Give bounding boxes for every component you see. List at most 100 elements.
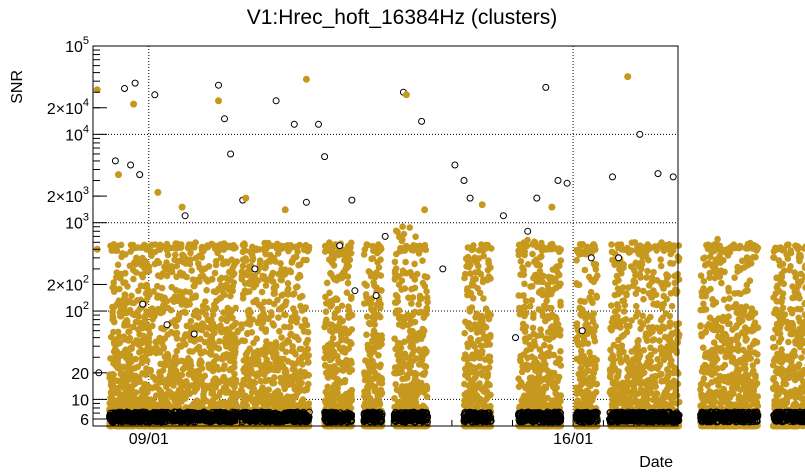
band-point bbox=[161, 263, 168, 271]
band-point bbox=[135, 287, 142, 295]
band-point bbox=[109, 284, 116, 292]
plateau-point bbox=[241, 241, 248, 249]
band-point bbox=[146, 330, 154, 338]
band-point bbox=[241, 400, 249, 407]
plateau-point bbox=[266, 242, 274, 249]
band-point bbox=[131, 259, 138, 266]
band-point bbox=[144, 369, 151, 377]
band-point bbox=[325, 368, 333, 375]
band-point bbox=[183, 379, 190, 386]
band-point bbox=[282, 311, 289, 319]
band-point bbox=[132, 355, 139, 363]
band-point bbox=[322, 308, 330, 316]
band-point bbox=[282, 366, 289, 374]
band-point bbox=[202, 276, 210, 283]
band-point bbox=[110, 348, 118, 355]
band-point bbox=[171, 293, 179, 300]
band-point bbox=[154, 294, 161, 301]
band-point bbox=[411, 318, 419, 326]
band-point bbox=[146, 291, 153, 299]
band-point bbox=[399, 267, 407, 275]
band-point bbox=[280, 302, 287, 310]
band-point bbox=[197, 335, 204, 343]
band-point bbox=[271, 349, 278, 357]
band-point bbox=[114, 357, 121, 364]
band-point bbox=[177, 269, 184, 276]
band-point bbox=[367, 296, 374, 304]
band-point bbox=[177, 293, 185, 300]
band-point bbox=[218, 399, 225, 407]
band-point bbox=[182, 288, 189, 295]
band-point bbox=[271, 374, 278, 381]
band-point bbox=[327, 339, 335, 347]
band-point bbox=[378, 340, 385, 348]
band-point bbox=[223, 258, 230, 266]
band-point bbox=[220, 354, 227, 362]
band-point bbox=[263, 349, 270, 356]
band-point bbox=[201, 323, 209, 331]
band-point bbox=[305, 380, 312, 388]
band-point bbox=[127, 387, 134, 394]
band-point bbox=[199, 302, 207, 310]
band-point bbox=[211, 269, 219, 277]
band-point bbox=[218, 328, 225, 336]
band-point bbox=[180, 308, 188, 316]
band-point bbox=[371, 383, 379, 391]
band-point bbox=[422, 307, 430, 314]
band-point bbox=[287, 330, 295, 338]
band-point bbox=[155, 259, 163, 267]
band-point bbox=[406, 224, 414, 231]
band-point bbox=[345, 345, 353, 352]
band-point bbox=[265, 315, 272, 323]
band-point bbox=[128, 292, 135, 300]
band-point bbox=[369, 254, 377, 262]
band-point bbox=[130, 323, 137, 331]
band-point bbox=[347, 357, 355, 365]
band-point bbox=[148, 252, 155, 259]
band-point bbox=[372, 337, 380, 344]
band-point bbox=[267, 251, 274, 259]
band-point bbox=[187, 317, 195, 325]
band-point bbox=[272, 339, 280, 346]
band-point bbox=[121, 322, 128, 329]
band-point bbox=[252, 402, 259, 410]
plateau-point bbox=[167, 244, 174, 252]
band-point bbox=[218, 315, 225, 323]
band-point bbox=[326, 289, 333, 297]
band-point bbox=[138, 359, 146, 367]
band-point bbox=[366, 364, 373, 371]
band-point bbox=[327, 348, 335, 356]
band-point bbox=[109, 312, 117, 320]
band-point bbox=[375, 352, 382, 359]
band-point bbox=[168, 328, 175, 336]
band-point bbox=[336, 315, 344, 322]
plateau-point bbox=[140, 243, 147, 250]
band-point bbox=[156, 349, 164, 356]
band-point bbox=[295, 378, 303, 386]
band-point bbox=[337, 360, 345, 367]
band-point bbox=[257, 377, 265, 385]
band-point bbox=[249, 256, 256, 264]
band-point bbox=[115, 297, 123, 305]
band-point bbox=[138, 346, 145, 354]
band-point bbox=[334, 384, 342, 392]
band-point bbox=[215, 392, 223, 400]
band-point bbox=[201, 265, 209, 272]
plateau-point bbox=[198, 247, 206, 254]
band-point bbox=[287, 268, 295, 276]
band-point bbox=[186, 348, 193, 355]
band-point bbox=[259, 305, 266, 313]
band-point bbox=[364, 390, 372, 398]
band-point bbox=[181, 364, 188, 371]
band-point bbox=[172, 286, 180, 294]
band-point bbox=[292, 284, 300, 291]
band-point bbox=[137, 282, 145, 290]
band-point bbox=[321, 344, 329, 352]
band-point bbox=[112, 341, 120, 349]
band-point bbox=[281, 270, 289, 278]
band-point bbox=[344, 279, 352, 287]
band-point bbox=[301, 387, 308, 394]
plateau-point bbox=[113, 244, 120, 251]
band-point bbox=[392, 381, 400, 388]
